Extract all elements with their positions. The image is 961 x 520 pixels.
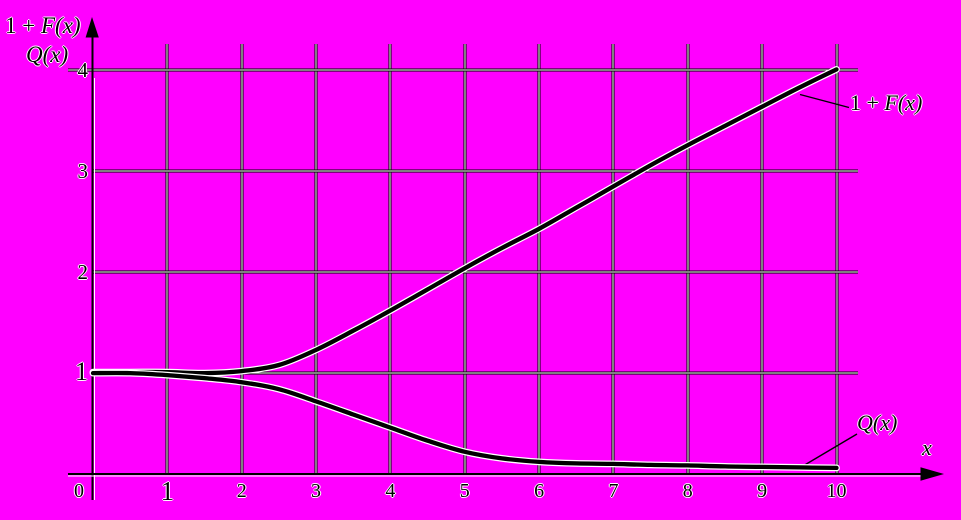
y-axis-title-func: F(x): [40, 13, 81, 38]
y-tick-label-2: 2: [77, 260, 89, 285]
x-tick-label-1: 1: [160, 476, 175, 506]
x-axis-label: x: [922, 435, 932, 460]
x-tick-label-8: 8: [682, 480, 693, 502]
curve-label-one-plus-F: 1 + F(x): [850, 90, 923, 115]
curve1-label-prefix: 1 +: [850, 90, 885, 115]
x-tick-label-6: 6: [534, 480, 545, 502]
y-tick-label-1: 1: [75, 357, 88, 387]
y-axis-title-line2: Q(x): [26, 42, 69, 67]
curve1-label-func: F(x): [884, 90, 923, 115]
x-tick-label-4: 4: [385, 480, 396, 502]
y-axis-title-line1: 1 + F(x): [5, 13, 81, 38]
curve-one-plus-F: [90, 67, 839, 376]
axis-arrowheads: [85, 17, 944, 481]
x-tick-label-2: 2: [236, 480, 247, 502]
y-tick-label-4: 4: [77, 58, 89, 83]
x-tick-label-7: 7: [608, 480, 619, 502]
grid-lines: [68, 44, 858, 474]
x-tick-label-0: 0: [74, 480, 84, 502]
x-tick-label-9: 9: [757, 480, 768, 502]
x-tick-label-10: 10: [826, 480, 847, 502]
curve-Q: [90, 370, 839, 471]
curve-label-Q: Q(x): [857, 410, 898, 435]
y-axis-title-prefix: 1 +: [5, 13, 41, 38]
label-leader-lines: [799, 93, 858, 467]
axes: [68, 30, 932, 500]
y-tick-label-3: 3: [77, 159, 89, 184]
x-tick-label-3: 3: [311, 480, 322, 502]
curves: [89, 66, 840, 472]
x-tick-label-5: 5: [459, 480, 470, 502]
